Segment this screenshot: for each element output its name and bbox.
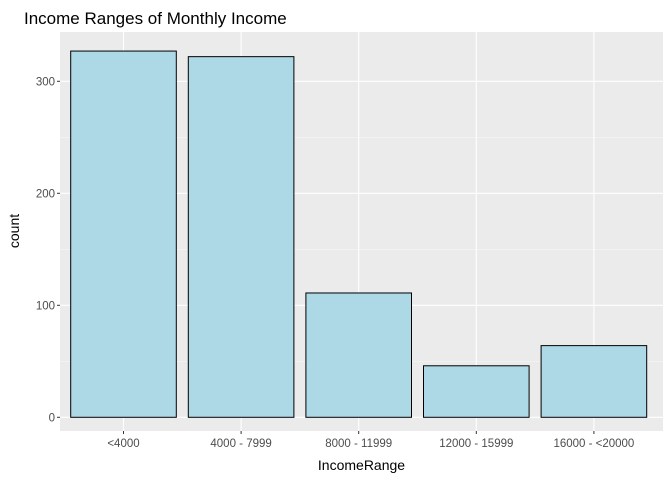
- x-tick-label: 12000 - 15999: [439, 438, 513, 450]
- bar: [305, 292, 412, 418]
- chart-title: Income Ranges of Monthly Income: [24, 9, 287, 28]
- bar: [187, 56, 295, 418]
- x-axis: <4000 4000 - 7999 8000 - 11999 12000 - 1599…: [107, 431, 634, 450]
- y-tick-label: 100: [36, 300, 55, 312]
- y-tick-label: 200: [36, 188, 55, 200]
- x-tick-label: <4000: [107, 438, 139, 450]
- y-tick-label: 0: [49, 412, 55, 424]
- y-tick-label: 300: [36, 76, 55, 88]
- y-axis-title: count: [6, 214, 22, 248]
- bar: [540, 345, 648, 418]
- x-tick-label: 16000 - <20000: [553, 438, 634, 450]
- x-tick-label: 4000 - 7999: [210, 438, 271, 450]
- bar: [70, 50, 177, 418]
- bars: [70, 50, 648, 418]
- x-axis-title: IncomeRange: [318, 457, 405, 473]
- x-tick-label: 8000 - 11999: [325, 438, 392, 450]
- bar: [423, 365, 530, 418]
- y-axis: 0 100 200 300: [36, 76, 60, 424]
